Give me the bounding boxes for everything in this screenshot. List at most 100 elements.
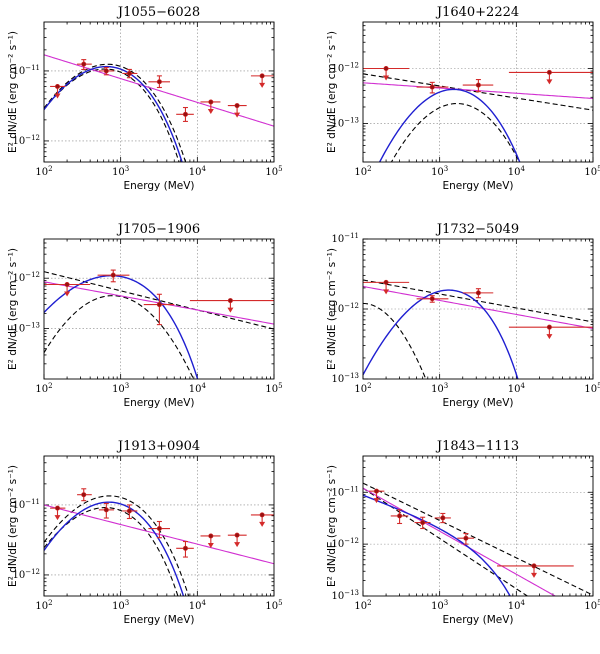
x-tick-label: 105 (265, 165, 282, 178)
data-point (77, 488, 92, 502)
x-tick-label: 105 (265, 382, 282, 395)
plot-area (44, 488, 274, 596)
panel-5: J1913+0904 102 103 104 105 10−12 10−11 Energy (… (7, 439, 283, 626)
upper-limit-point (50, 505, 66, 521)
point-marker (208, 533, 214, 539)
point-marker (440, 515, 446, 521)
point-marker (182, 111, 188, 117)
x-tick-label: 103 (431, 382, 448, 395)
x-tick-label: 104 (508, 382, 526, 395)
upper-limit-arrowhead (259, 82, 266, 88)
point-marker (383, 66, 389, 72)
data-point (416, 81, 449, 94)
cutoff-power-law-curve (363, 494, 511, 596)
y-axis-label: E² dN/dE (erg cm⁻² s⁻¹) (326, 248, 338, 370)
uncertainty-band-curve (390, 103, 521, 162)
data-point (457, 532, 474, 545)
x-axis-label: Energy (MeV) (443, 397, 514, 409)
upper-limit-arrowhead (54, 93, 61, 99)
upper-limit-point (497, 563, 574, 578)
data-point (148, 520, 170, 539)
x-tick-label: 104 (189, 165, 207, 178)
point-marker (383, 279, 389, 285)
point-marker (475, 82, 481, 88)
data-point (122, 504, 138, 520)
uncertainty-band-curve (363, 482, 593, 596)
x-tick-label: 103 (112, 599, 129, 612)
y-tick-label: 10−12 (12, 271, 40, 284)
upper-limit-arrowhead (383, 289, 390, 295)
axes-frame (43, 21, 275, 163)
y-tick-label: 10−11 (331, 232, 359, 245)
panel-1: J1055−6028 102 103 104 105 10−12 10−11 Energy (… (7, 5, 283, 192)
point-marker (234, 103, 240, 109)
upper-limit-arrowhead (383, 75, 390, 81)
upper-limit-point (363, 66, 410, 81)
cutoff-power-law-curve (44, 501, 185, 596)
y-tick-label: 10−12 (12, 568, 40, 581)
y-tick-label: 10−13 (331, 117, 359, 130)
y-tick-label: 10−11 (12, 64, 40, 77)
upper-limit-point (508, 324, 593, 340)
point-marker (156, 302, 162, 308)
panel-title: J1705−1906 (116, 222, 200, 237)
x-tick-label: 104 (189, 382, 207, 395)
x-tick-label: 103 (431, 599, 448, 612)
panel-title: J1640+2224 (435, 5, 519, 20)
plot-area (363, 279, 593, 379)
upper-limit-arrowhead (207, 108, 214, 114)
power-law-curve (363, 285, 593, 329)
upper-limit-arrowhead (531, 572, 538, 578)
point-marker (429, 84, 435, 90)
y-tick-label: 10−12 (331, 537, 359, 550)
x-tick-label: 103 (112, 165, 129, 178)
point-marker (55, 83, 61, 89)
data-point (462, 78, 494, 93)
data-point (77, 59, 92, 70)
y-tick-label: 10−13 (331, 372, 359, 385)
point-marker (463, 535, 469, 541)
point-marker (475, 290, 481, 296)
panel-title: J1913+0904 (116, 439, 200, 454)
x-tick-label: 102 (354, 382, 371, 395)
point-marker (546, 324, 552, 330)
point-marker (531, 563, 537, 569)
data-point (462, 288, 494, 299)
point-marker (55, 505, 61, 511)
panel-title: J1732−5049 (435, 222, 519, 237)
power-law-curve (363, 487, 557, 596)
uncertainty-band-curve (44, 495, 190, 596)
upper-limit-point (189, 298, 274, 313)
data-point (416, 295, 449, 303)
upper-limit-point (227, 532, 247, 548)
point-marker (259, 512, 265, 518)
x-axis-label: Energy (MeV) (443, 180, 514, 192)
x-tick-label: 102 (35, 382, 52, 395)
x-tick-label: 105 (584, 165, 600, 178)
upper-limit-arrowhead (234, 112, 241, 118)
y-axis-label: E² dN/dE (erg cm⁻² s⁻¹) (7, 248, 19, 370)
axes-frame (362, 21, 594, 163)
data-point (148, 75, 170, 89)
upper-limit-arrowhead (546, 334, 553, 340)
x-tick-label: 105 (584, 382, 600, 395)
upper-limit-arrowhead (259, 521, 266, 527)
x-axis-label: Energy (MeV) (124, 180, 195, 192)
panel-4: J1732−5049 102 103 104 105 10−13 10−12 10−11 Ene… (326, 222, 600, 409)
data-point (176, 106, 194, 122)
point-marker (374, 488, 380, 494)
upper-limit-point (250, 512, 274, 527)
upper-limit-point (508, 69, 593, 85)
point-marker (227, 298, 233, 304)
point-marker (397, 513, 403, 519)
point-marker (64, 282, 70, 288)
y-axis-label: E² dN/dE (erg cm⁻² s⁻¹) (7, 465, 19, 587)
plot-area (363, 482, 593, 596)
y-axis-label: E² dN/dE (erg cm⁻² s⁻¹) (326, 465, 338, 587)
x-tick-label: 102 (354, 599, 371, 612)
x-tick-label: 103 (431, 165, 448, 178)
point-marker (259, 73, 265, 79)
point-marker (420, 520, 426, 526)
x-tick-label: 102 (35, 599, 52, 612)
